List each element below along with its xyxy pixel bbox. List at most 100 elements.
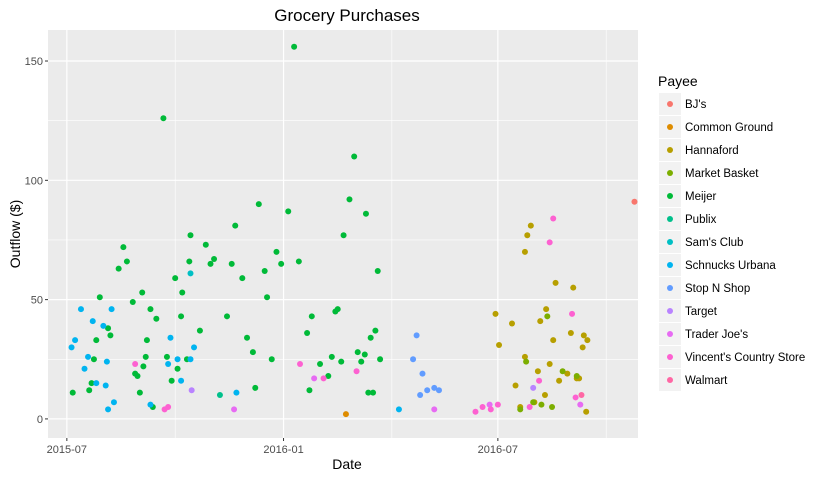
point-meijer [268, 356, 275, 363]
point-meijer [93, 337, 100, 344]
point-hannaford [570, 284, 577, 291]
point-meijer [211, 256, 218, 263]
point-meijer [120, 244, 127, 251]
point-meijer [142, 353, 149, 360]
point-meijer [178, 313, 185, 320]
point-hannaford [541, 392, 548, 399]
legend-label: Common Ground [685, 122, 773, 134]
legend-label: Hannaford [685, 145, 739, 157]
point-meijer [143, 337, 150, 344]
point-meijer [172, 275, 179, 282]
point-hannaford [552, 279, 559, 286]
point-meijer [285, 208, 292, 215]
legend-item-hannaford: Hannaford [659, 139, 739, 161]
y-tick-label: 50 [31, 295, 43, 307]
point-hannaford [496, 341, 503, 348]
point-schnucks-urbana [77, 306, 84, 313]
legend-label: Target [685, 306, 718, 318]
point-schnucks-urbana [103, 358, 110, 365]
legend-item-schnucks-urbana: Schnucks Urbana [659, 254, 776, 276]
y-tick-label: 100 [25, 175, 43, 187]
point-hannaford [567, 330, 574, 337]
point-trader-joe-s [231, 406, 238, 413]
legend-label: Publix [685, 214, 717, 226]
point-vincent-s-country-store [526, 403, 533, 410]
point-meijer [147, 306, 154, 313]
point-stop-n-shop [417, 392, 424, 399]
point-hannaford [564, 370, 571, 377]
point-meijer [134, 372, 141, 379]
point-meijer [129, 299, 136, 305]
legend-items: BJ's Common Ground Hannaford Market Basket M… [659, 93, 805, 391]
legend-item-target: Target [659, 300, 718, 322]
point-schnucks-urbana [187, 356, 194, 363]
point-stop-n-shop [419, 370, 426, 377]
point-common-ground [342, 411, 349, 418]
point-meijer [377, 356, 384, 363]
point-meijer [232, 222, 239, 229]
point-vincent-s-country-store [132, 361, 139, 368]
point-meijer [115, 265, 122, 272]
x-axis: 2015-07 2016-01 2016-07 [47, 438, 518, 456]
point-meijer [346, 196, 353, 203]
point-market-basket [544, 313, 551, 320]
point-hannaford [556, 377, 563, 384]
point-vincent-s-country-store [487, 406, 494, 413]
point-hannaford [492, 310, 499, 317]
legend-item-trader-joe-s: Trader Joe's [659, 323, 748, 345]
point-vincent-s-country-store [472, 408, 479, 415]
point-vincent-s-country-store [320, 375, 327, 382]
legend-swatch [667, 285, 673, 291]
y-tick-label: 0 [37, 414, 43, 426]
legend: Payee BJ's Common Ground Hannaford Market B… [658, 73, 805, 391]
point-meijer [308, 313, 315, 320]
point-market-basket [538, 401, 545, 408]
legend-label: Stop N Shop [685, 283, 750, 295]
point-meijer [107, 332, 114, 339]
grid [48, 30, 638, 438]
point-meijer [202, 241, 209, 248]
point-trader-joe-s [431, 406, 438, 413]
point-meijer [249, 349, 256, 356]
point-schnucks-urbana [108, 306, 115, 313]
legend-swatch [667, 239, 673, 245]
point-meijer [187, 232, 194, 239]
point-meijer [153, 315, 160, 322]
point-schnucks-urbana [191, 344, 198, 351]
point-hannaford [527, 222, 534, 229]
point-schnucks-urbana [105, 406, 112, 413]
legend-swatch [667, 147, 673, 153]
legend-swatch [667, 170, 673, 176]
point-meijer [69, 389, 76, 396]
point-vincent-s-country-store [536, 377, 543, 384]
point-walmart [578, 392, 585, 399]
point-meijer [372, 327, 379, 334]
point-schnucks-urbana [165, 361, 172, 368]
legend-item-vincent-s-country-store: Vincent's Country Store [659, 346, 805, 368]
point-hannaford [537, 318, 544, 325]
point-meijer [207, 260, 214, 267]
point-schnucks-urbana [89, 318, 96, 325]
point-meijer [224, 313, 231, 320]
legend-label: Sam's Club [685, 237, 743, 249]
point-market-basket [517, 406, 524, 413]
point-meijer [168, 377, 175, 384]
point-meijer [367, 334, 374, 341]
point-target [188, 387, 195, 394]
point-hannaford [546, 361, 553, 368]
legend-title: Payee [658, 73, 698, 89]
point-hannaford [550, 337, 557, 344]
point-meijer [354, 349, 361, 356]
point-bj-s [631, 198, 638, 205]
point-meijer [163, 353, 170, 360]
legend-item-stop-n-shop: Stop N Shop [659, 277, 750, 299]
point-schnucks-urbana [174, 356, 181, 363]
point-meijer [304, 330, 311, 337]
y-tick-label: 150 [25, 56, 43, 68]
legend-label: Market Basket [685, 168, 759, 180]
legend-item-common-ground: Common Ground [659, 116, 773, 138]
point-trader-joe-s [311, 375, 318, 382]
point-meijer [252, 384, 259, 391]
point-schnucks-urbana [167, 334, 174, 341]
